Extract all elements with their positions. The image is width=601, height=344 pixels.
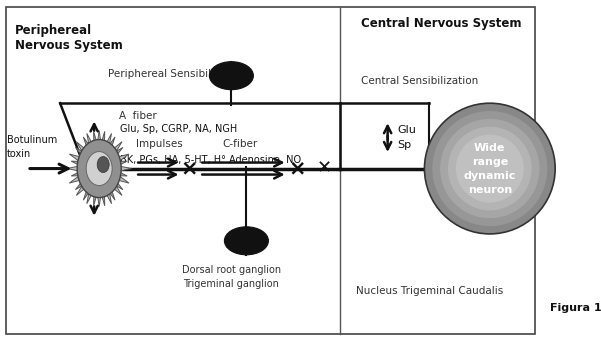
Text: Central Sensibilization: Central Sensibilization	[361, 76, 478, 86]
Ellipse shape	[97, 157, 109, 173]
Text: Impulses: Impulses	[136, 139, 183, 149]
Ellipse shape	[86, 152, 112, 185]
Ellipse shape	[440, 119, 540, 218]
Text: Periphereal
Nervous System: Periphereal Nervous System	[15, 24, 123, 52]
Text: BK, PGs, HA, 5-HT, H° Adenosine, NO: BK, PGs, HA, 5-HT, H° Adenosine, NO	[120, 155, 301, 165]
Polygon shape	[71, 131, 127, 206]
Text: ✕: ✕	[317, 160, 332, 178]
Text: Central Nervous System: Central Nervous System	[361, 17, 521, 30]
Text: A  fiber: A fiber	[120, 111, 157, 121]
Text: Figura 1: Figura 1	[550, 303, 601, 313]
Text: Nucleus Trigeminal Caudalis: Nucleus Trigeminal Caudalis	[356, 286, 504, 295]
Text: Wide
range
dynamic
neuron: Wide range dynamic neuron	[463, 142, 516, 195]
Text: Periphereal Sensibilization: Periphereal Sensibilization	[108, 69, 246, 79]
Text: ×: ×	[180, 159, 198, 179]
Ellipse shape	[424, 103, 555, 234]
Text: Glu, Sp, CGRP, NA, NGH: Glu, Sp, CGRP, NA, NGH	[120, 124, 237, 134]
Text: Glu
Sp: Glu Sp	[398, 125, 416, 150]
Polygon shape	[67, 131, 132, 206]
Text: Dorsal root ganglion
Trigeminal ganglion: Dorsal root ganglion Trigeminal ganglion	[182, 265, 281, 289]
Text: Botulinum
toxin: Botulinum toxin	[7, 135, 58, 159]
Ellipse shape	[77, 140, 121, 197]
Bar	[6, 7, 535, 334]
Ellipse shape	[456, 135, 524, 203]
Text: C-fiber: C-fiber	[223, 139, 258, 149]
Ellipse shape	[224, 227, 269, 255]
Ellipse shape	[209, 62, 254, 90]
Ellipse shape	[448, 127, 532, 211]
Text: ×: ×	[288, 159, 307, 179]
Ellipse shape	[432, 111, 548, 226]
